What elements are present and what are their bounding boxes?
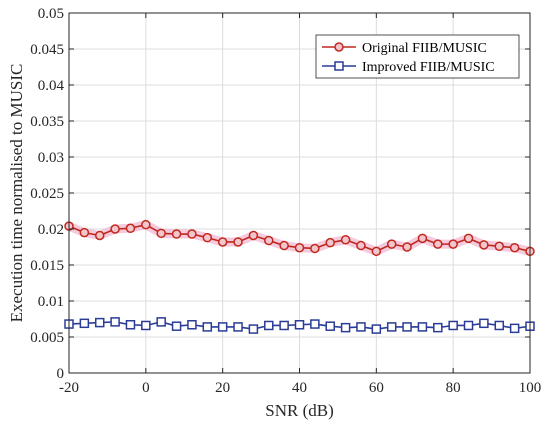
data-point-improved — [279, 320, 289, 331]
y-tick-label: 0.045 — [30, 42, 64, 58]
data-point-original — [125, 223, 136, 234]
data-point-original — [279, 240, 289, 251]
data-point-improved — [156, 317, 166, 327]
data-point-original — [187, 229, 197, 239]
x-axis-label: SNR (dB) — [265, 401, 333, 420]
data-point-original — [463, 233, 474, 244]
data-point-original — [217, 237, 228, 247]
data-point-original — [356, 240, 366, 251]
x-tick-label: 80 — [446, 380, 461, 396]
legend-box — [315, 34, 520, 79]
data-point-improved — [141, 320, 151, 331]
data-point-improved — [402, 322, 412, 332]
x-tick-label: -20 — [59, 380, 79, 396]
x-tick-label: 20 — [215, 380, 230, 396]
y-axis-label: Execution time normalised to MUSIC — [7, 64, 26, 323]
legend-marker-improved — [334, 61, 344, 71]
data-point-original — [448, 239, 458, 249]
series-layer — [64, 219, 535, 334]
data-point-improved — [356, 322, 366, 332]
data-point-improved — [463, 320, 474, 331]
data-point-improved — [433, 322, 443, 333]
data-point-original — [433, 239, 443, 249]
data-point-improved — [248, 324, 259, 334]
data-point-improved — [110, 317, 120, 327]
data-point-improved — [417, 322, 428, 332]
data-point-improved — [448, 320, 458, 331]
data-point-original — [386, 239, 397, 249]
y-tick-label: 0.02 — [38, 222, 64, 238]
data-point-original — [110, 224, 120, 234]
x-tick-label: 100 — [519, 380, 542, 396]
data-point-improved — [187, 320, 197, 330]
data-point-improved — [264, 320, 274, 331]
data-point-original — [494, 241, 505, 252]
data-point-original — [417, 233, 428, 244]
data-point-original — [156, 228, 166, 239]
y-tick-label: 0.035 — [30, 114, 64, 130]
data-point-improved — [202, 322, 213, 332]
data-point-original — [325, 237, 335, 248]
data-point-improved — [294, 320, 305, 330]
data-point-original — [340, 235, 351, 245]
data-point-original — [233, 237, 243, 247]
data-point-improved — [479, 318, 489, 329]
y-tick-label: 0.03 — [38, 150, 64, 166]
data-point-improved — [325, 321, 335, 331]
legend-label-original: Original FIIB/MUSIC — [362, 41, 487, 56]
x-tick-label: 0 — [142, 380, 150, 396]
x-tick-label: 60 — [369, 380, 384, 396]
y-tick-label: 0.01 — [38, 294, 64, 310]
data-point-improved — [386, 322, 397, 332]
legend-entry-improved: Improved FIIB/MUSIC — [322, 60, 495, 75]
data-point-original — [264, 235, 274, 246]
data-point-improved — [340, 322, 351, 333]
legend-marker-original — [334, 42, 344, 52]
y-tick-label: 0.04 — [38, 78, 65, 94]
y-tick-label: 0.025 — [30, 186, 64, 202]
y-tick-label: 0.005 — [30, 330, 64, 346]
data-point-original — [79, 227, 90, 238]
data-point-original — [402, 242, 412, 252]
data-point-improved — [171, 321, 182, 331]
data-point-original — [479, 240, 489, 250]
data-point-improved — [94, 317, 105, 328]
legend: Original FIIB/MUSIC Improved FIIB/MUSIC — [315, 34, 520, 79]
data-point-improved — [233, 322, 243, 332]
legend-entry-original: Original FIIB/MUSIC — [322, 41, 487, 56]
data-point-original — [310, 243, 320, 254]
data-point-improved — [217, 322, 228, 332]
y-tick-label: 0.05 — [38, 6, 64, 22]
data-point-improved — [125, 320, 136, 330]
legend-label-improved: Improved FIIB/MUSIC — [362, 60, 495, 75]
data-point-improved — [509, 323, 520, 334]
data-point-improved — [494, 320, 505, 331]
y-tick-label: 0.015 — [30, 258, 64, 274]
data-point-improved — [79, 318, 90, 329]
data-point-improved — [310, 319, 320, 329]
data-point-original — [294, 242, 305, 253]
data-point-original — [202, 232, 213, 243]
data-point-original — [509, 242, 520, 253]
data-point-original — [94, 230, 105, 241]
x-tick-label: 40 — [292, 380, 307, 396]
data-point-original — [371, 246, 382, 257]
data-point-original — [141, 219, 151, 230]
data-point-original — [248, 230, 259, 241]
data-point-improved — [371, 324, 382, 334]
axis-ticks: -20 0 20 40 60 80 10000.0050.010.0150.020.0250… — [30, 6, 541, 396]
y-tick-label: 0 — [57, 366, 65, 382]
data-point-original — [171, 229, 182, 239]
